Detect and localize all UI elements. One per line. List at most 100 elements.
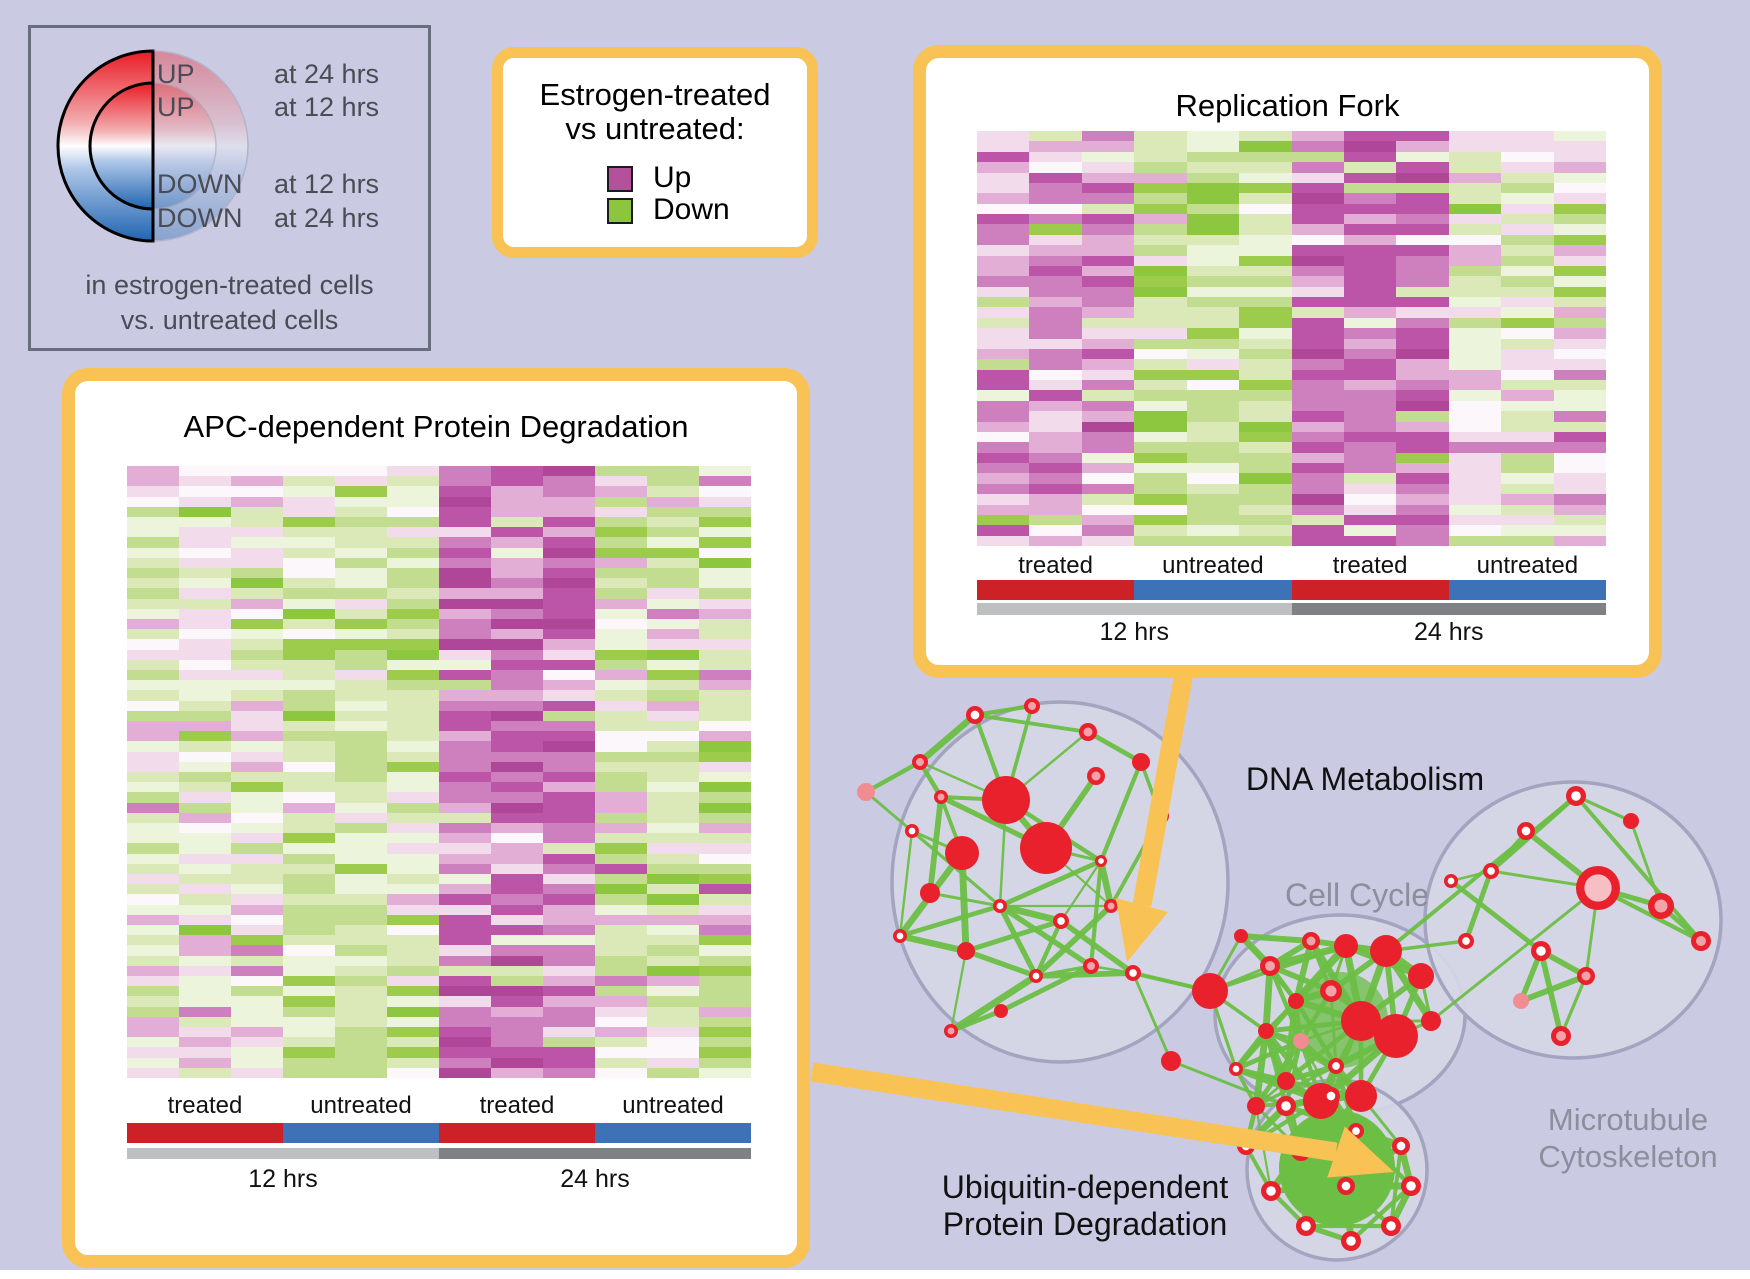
gene-node-core bbox=[916, 758, 924, 766]
replication-fork-condition-bar bbox=[977, 580, 1606, 600]
network-edge bbox=[1293, 998, 1339, 1069]
gene-node-core bbox=[1028, 702, 1036, 710]
gene-node bbox=[920, 883, 940, 903]
network-edge bbox=[1085, 729, 1144, 765]
network-edge bbox=[1033, 903, 1114, 979]
network-edge bbox=[1233, 1038, 1304, 1072]
network-edge bbox=[898, 829, 914, 938]
gene-node bbox=[1247, 1097, 1265, 1115]
replication-fork-time-labels: 12 hrs 24 hrs bbox=[977, 618, 1606, 646]
condition-bar-segment bbox=[1134, 580, 1292, 600]
apc-panel-title: APC-dependent Protein Degradation bbox=[183, 409, 689, 444]
legend-direction-down-24: DOWN bbox=[157, 203, 243, 233]
network-edge bbox=[1268, 1183, 1349, 1194]
col-label-untreated-12: untreated bbox=[1162, 552, 1264, 579]
gene-node bbox=[1623, 813, 1639, 829]
network-edge bbox=[1262, 962, 1274, 1035]
condition-bar-segment bbox=[1291, 580, 1449, 600]
apc-condition-bar bbox=[127, 1123, 751, 1143]
gene-node bbox=[1374, 1014, 1418, 1058]
color-legend-title-line2: vs untreated: bbox=[565, 111, 745, 146]
gene-node-core bbox=[1281, 1101, 1291, 1111]
gene-node bbox=[994, 1004, 1008, 1018]
network-edge bbox=[1033, 918, 1064, 979]
gene-node bbox=[1288, 993, 1304, 1009]
gene-node bbox=[1020, 822, 1072, 874]
gene-node-core bbox=[937, 793, 945, 801]
gene-node-core bbox=[1462, 937, 1470, 945]
network-edge bbox=[1574, 794, 1633, 823]
replication-fork-title: Replication Fork bbox=[1175, 88, 1400, 123]
network-edge bbox=[1429, 886, 1600, 1023]
network-edge bbox=[1059, 859, 1103, 923]
ubiquitin-degradation-label: Protein Degradation bbox=[943, 1206, 1228, 1242]
network-edge bbox=[1033, 970, 1136, 979]
network-edge bbox=[1131, 971, 1173, 1063]
gene-node bbox=[1408, 963, 1434, 989]
network-edge bbox=[928, 891, 1002, 908]
gene-node-core bbox=[1581, 971, 1591, 981]
legend-direction-down-12: DOWN bbox=[157, 169, 243, 199]
microtubule-cytoskeleton-label: Microtubule bbox=[1548, 1102, 1708, 1137]
apc-time-bar bbox=[127, 1148, 751, 1159]
up-swatch-label: Up bbox=[653, 161, 692, 194]
up-color-swatch bbox=[607, 166, 633, 192]
col-label-untreated-24: untreated bbox=[622, 1092, 724, 1119]
gene-node bbox=[1132, 753, 1150, 771]
network-edge bbox=[1343, 1183, 1394, 1229]
gene-node-core bbox=[1032, 972, 1040, 980]
network-edge bbox=[1538, 948, 1564, 1039]
network-edge bbox=[949, 949, 968, 1033]
gene-node-core bbox=[1352, 1127, 1360, 1135]
gene-node-core bbox=[1341, 1181, 1351, 1191]
network-edge bbox=[864, 790, 914, 833]
gene-node-core bbox=[1107, 902, 1115, 910]
replication-fork-heatmap bbox=[977, 131, 1606, 546]
gene-node-core bbox=[1521, 826, 1531, 836]
down-swatch-label: Down bbox=[653, 193, 730, 226]
time-bar-segment bbox=[977, 603, 1292, 615]
connector-arrow-head bbox=[1327, 1126, 1394, 1178]
network-edge bbox=[997, 903, 1094, 969]
network-edge bbox=[1233, 1028, 1269, 1072]
gene-node-core bbox=[1406, 1181, 1416, 1191]
cluster-ellipse-dna bbox=[890, 700, 1230, 1064]
cell-cycle-label: Cell Cycle bbox=[1285, 877, 1429, 913]
network-edge bbox=[1559, 974, 1588, 1038]
gene-node bbox=[1341, 1001, 1381, 1041]
gene-node-core bbox=[1057, 917, 1065, 925]
network-edge bbox=[996, 902, 1065, 925]
network-edge bbox=[997, 903, 1039, 979]
legend-time-down-24: at 24 hrs bbox=[274, 203, 380, 233]
col-label-treated-12: treated bbox=[1018, 552, 1093, 579]
replication-fork-time-bar bbox=[977, 603, 1606, 615]
network-edge bbox=[1238, 933, 1314, 944]
network-edge bbox=[1384, 794, 1578, 953]
col-label-untreated-24: untreated bbox=[1476, 552, 1579, 579]
legend-direction-up-24: UP bbox=[157, 59, 195, 89]
legend-caption-line2: vs. untreated cells bbox=[120, 305, 339, 335]
col-label-untreated-12: untreated bbox=[310, 1092, 412, 1119]
network-edge bbox=[1463, 868, 1494, 944]
apc-degradation-panel: APC-dependent Protein Degradation treate… bbox=[62, 368, 810, 1268]
network-edge bbox=[927, 794, 944, 896]
gene-node-core bbox=[1325, 985, 1337, 997]
concentric-circles-legend-icon bbox=[56, 49, 249, 243]
page-bottom-edge bbox=[0, 1270, 1750, 1279]
gene-node bbox=[1293, 1033, 1309, 1049]
time-label-12hrs: 12 hrs bbox=[1099, 618, 1169, 646]
gene-node bbox=[945, 836, 979, 870]
network-edge bbox=[863, 759, 923, 795]
gene-node-core bbox=[1129, 969, 1137, 977]
gene-node-core bbox=[1584, 874, 1612, 902]
ubiquitin-degradation-label: Ubiquitin-dependent bbox=[942, 1169, 1229, 1205]
network-edge bbox=[948, 1008, 1004, 1034]
gene-node bbox=[1234, 929, 1248, 943]
replication-fork-panel: Replication Fork treated untreated treat… bbox=[913, 45, 1662, 678]
network-edge bbox=[973, 713, 1090, 734]
condition-bar-segment bbox=[439, 1123, 595, 1143]
network-edge bbox=[1448, 878, 1544, 954]
network-edge bbox=[1292, 942, 1350, 1005]
legend-direction-up-12: UP bbox=[157, 92, 195, 122]
replication-fork-condition-labels: treated untreated treated untreated bbox=[977, 552, 1606, 579]
